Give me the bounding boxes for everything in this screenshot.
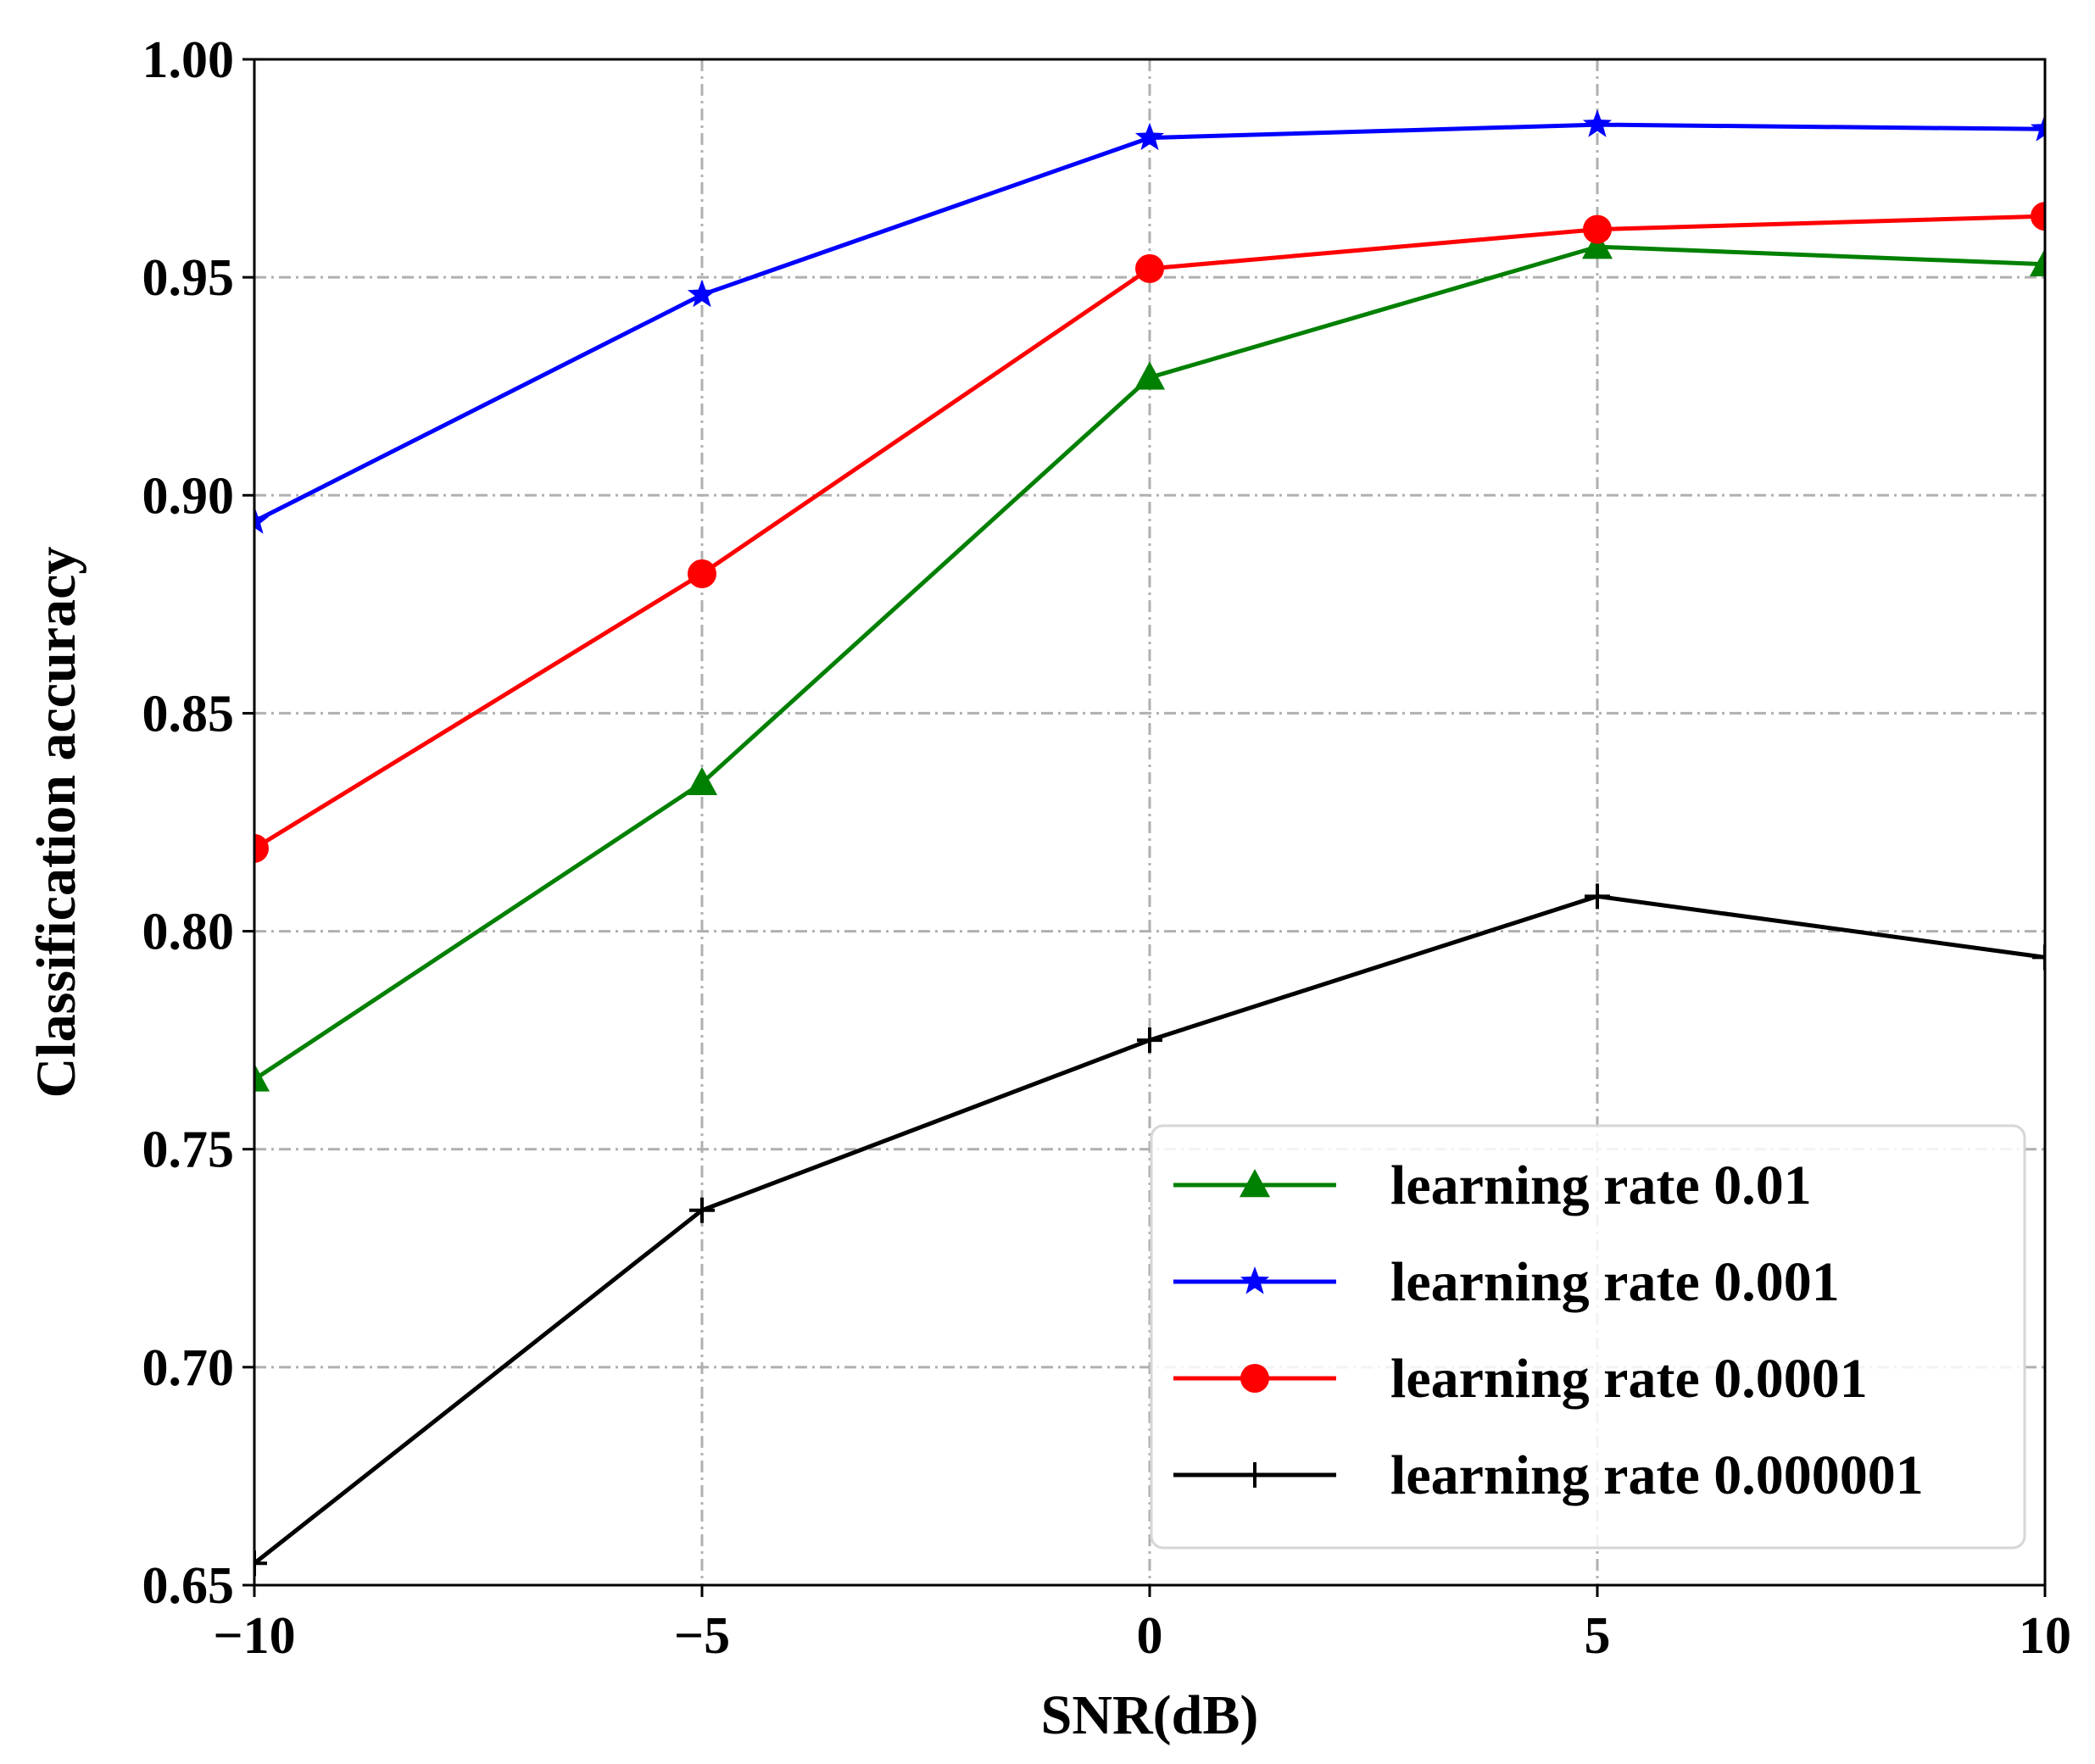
legend-marker: [1240, 1266, 1270, 1294]
series-learning-rate-0-001: [254, 109, 2046, 534]
data-point: [254, 1063, 270, 1092]
y-tick-label: 0.80: [142, 904, 235, 961]
y-tick-label: 0.65: [142, 1557, 235, 1615]
data-point: [689, 1197, 715, 1223]
data-point: [1137, 1027, 1162, 1054]
data-point: [1134, 122, 1165, 151]
legend-item: learning rate 0.0001: [1173, 1348, 1868, 1410]
data-point: [687, 279, 717, 308]
legend-label: learning rate 0.000001: [1390, 1444, 1924, 1506]
data-point: [1581, 231, 1613, 259]
legend-marker: [1239, 1169, 1271, 1198]
y-tick-label: 0.90: [142, 467, 235, 525]
y-tick-label: 0.95: [142, 249, 235, 307]
data-point: [1582, 109, 1613, 137]
x-tick-label: 5: [1585, 1607, 1611, 1665]
data-point: [1583, 214, 1612, 244]
data-point: [686, 766, 718, 795]
legend-item: learning rate 0.001: [1173, 1251, 1840, 1313]
legend-label: learning rate 0.01: [1390, 1155, 1812, 1216]
data-point: [2029, 248, 2046, 276]
legend-label: learning rate 0.001: [1390, 1251, 1840, 1313]
axis-ticks: [242, 58, 2047, 1597]
x-tick-label: 0: [1137, 1607, 1163, 1665]
data-point: [2031, 202, 2046, 231]
series-layer: [254, 109, 2046, 1577]
legend-box: [1150, 1124, 2026, 1550]
x-axis-title: SNR(dB): [1041, 1684, 1259, 1746]
series-clipped: [254, 109, 2046, 1577]
series-learning-rate-0-01: [254, 231, 2046, 1092]
y-tick-label: 0.70: [142, 1339, 235, 1397]
y-tick-labels: 0.65 0.70 0.75 0.80 0.85 0.90 0.95 1.00: [142, 31, 235, 1615]
legend-marker: [1240, 1364, 1269, 1393]
data-point: [688, 559, 716, 588]
y-tick-label: 1.00: [142, 31, 235, 89]
series-learning-rate-0-0001: [254, 202, 2046, 863]
x-tick-label: −5: [674, 1607, 730, 1665]
data-point: [254, 506, 270, 534]
x-tick-labels: −10 −5 0 5 10: [213, 1607, 2071, 1665]
data-point: [1135, 253, 1164, 283]
data-point: [254, 833, 269, 863]
y-axis-title: Classification accuracy: [25, 547, 87, 1099]
data-point: [1134, 361, 1166, 390]
y-tick-label: 0.85: [142, 685, 235, 743]
x-tick-label: 10: [2019, 1607, 2071, 1665]
legend-marker: [1242, 1462, 1268, 1488]
legend-label: learning rate 0.0001: [1390, 1348, 1868, 1410]
y-tick-label: 0.75: [142, 1121, 235, 1179]
grid: [254, 59, 2045, 1585]
legend-item: learning rate 0.01: [1173, 1155, 1812, 1216]
data-point: [1585, 883, 1610, 910]
legend: learning rate 0.01 learning rate 0.001 lea…: [1150, 1124, 2026, 1550]
data-point: [2030, 114, 2046, 142]
x-tick-label: −10: [213, 1607, 295, 1665]
legend-item: learning rate 0.000001: [1173, 1444, 1924, 1506]
